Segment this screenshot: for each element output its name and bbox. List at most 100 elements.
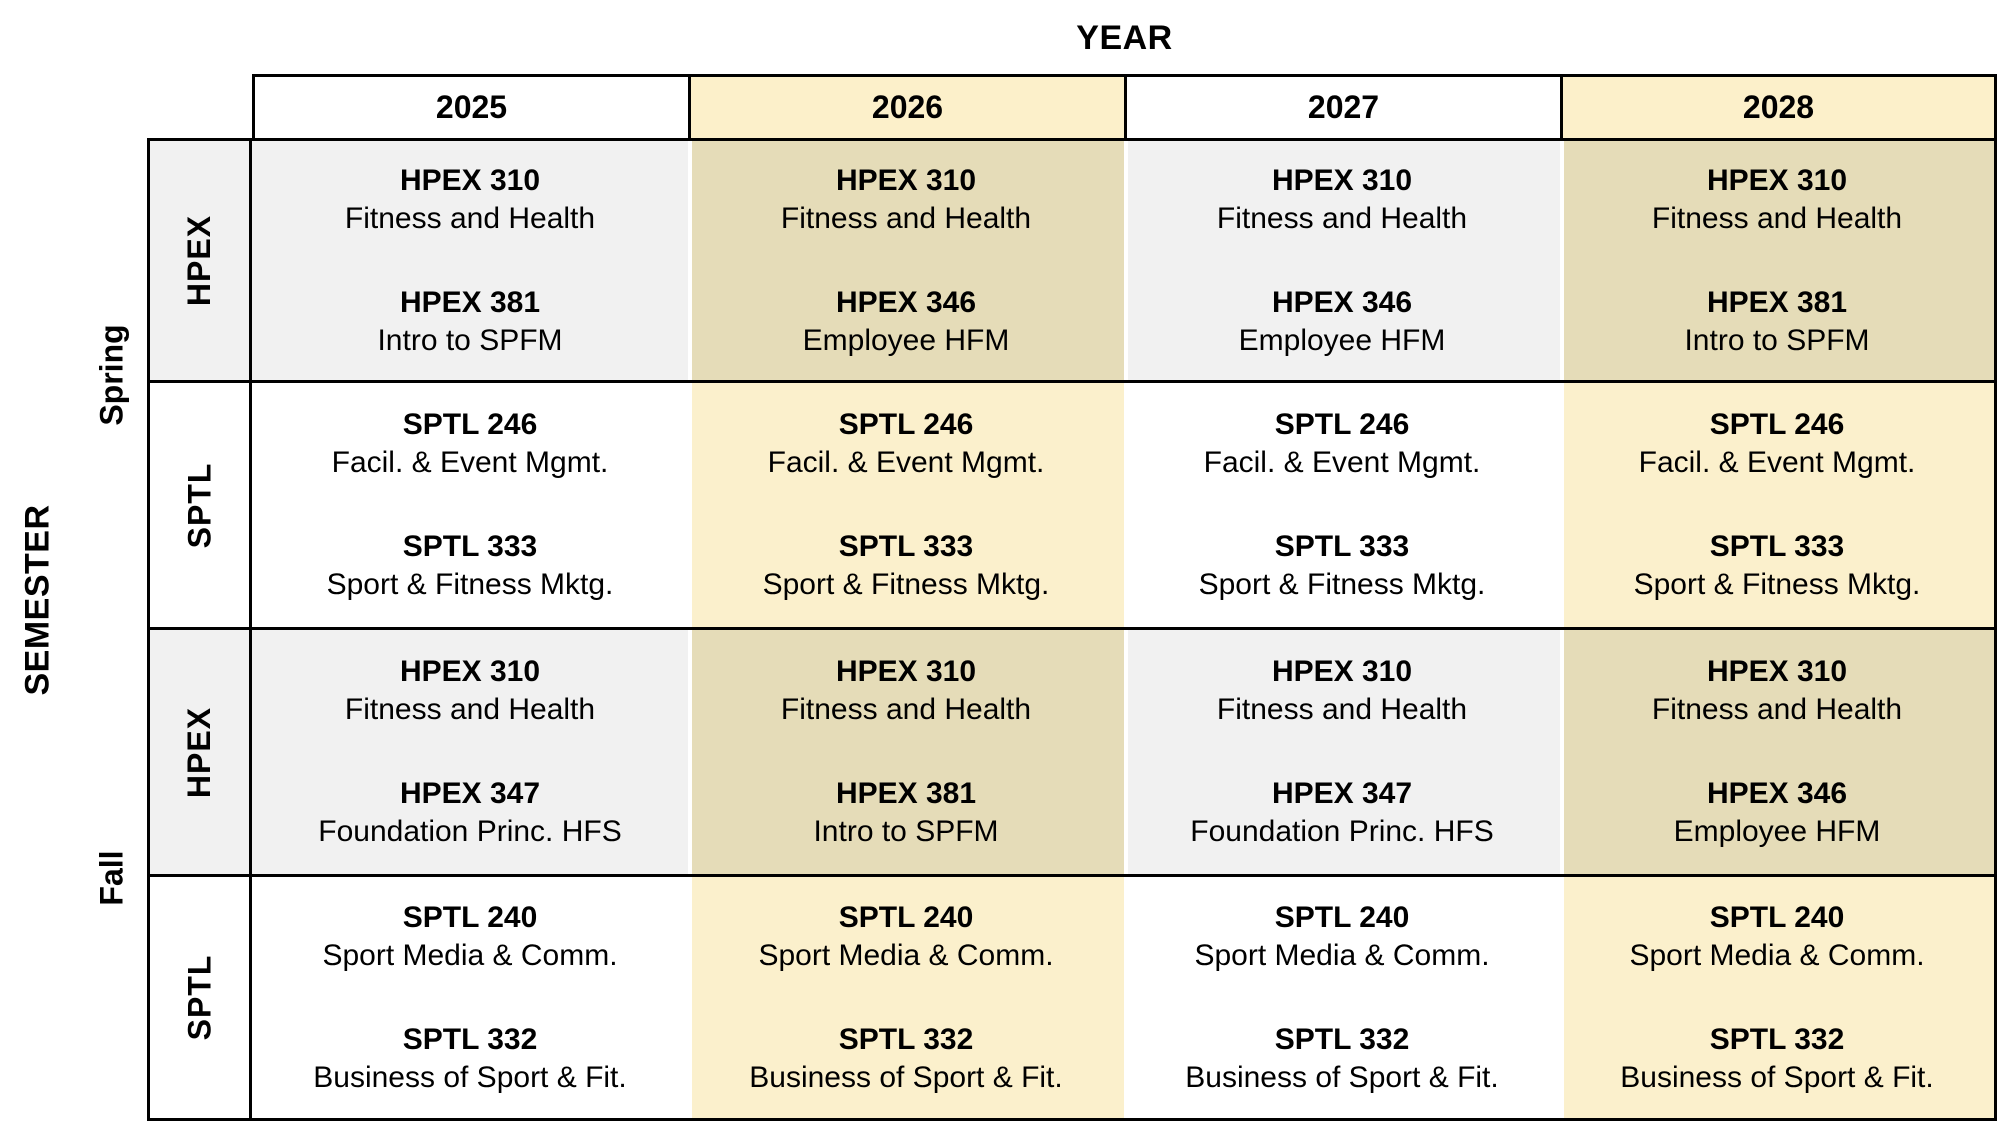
cell-spring-hpex-2025: HPEX 310 Fitness and Health HPEX 381 Int… (252, 138, 688, 383)
course-code: SPTL 333 (838, 530, 974, 563)
course-entry: SPTL 240 Sport Media & Comm. (1629, 899, 1924, 975)
course-name: Facil. & Event Mgmt. (1203, 446, 1481, 479)
row-label-hpex: HPEX (180, 706, 217, 798)
cell-fall-sptl-2025: SPTL 240 Sport Media & Comm. SPTL 332 Bu… (252, 877, 688, 1121)
course-entry: HPEX 310 Fitness and Health (1217, 653, 1467, 729)
course-name: Fitness and Health (1651, 693, 1903, 726)
course-entry: HPEX 381 Intro to SPFM (377, 284, 562, 360)
course-name: Facil. & Event Mgmt. (331, 446, 609, 479)
course-code: HPEX 381 (835, 777, 977, 810)
course-name: Fitness and Health (780, 693, 1032, 726)
cell-fall-sptl-2027: SPTL 240 Sport Media & Comm. SPTL 332 Bu… (1124, 877, 1560, 1121)
course-code: SPTL 332 (1274, 1022, 1410, 1056)
course-name: Sport Media & Comm. (322, 938, 618, 972)
course-entry: SPTL 332 Business of Sport & Fit. (1185, 1021, 1498, 1097)
cell-fall-hpex-2028: HPEX 310 Fitness and Health HPEX 346 Emp… (1560, 630, 1997, 877)
course-entry: HPEX 346 Employee HFM (803, 284, 1010, 360)
course-entry: HPEX 310 Fitness and Health (1217, 162, 1467, 238)
course-name: Business of Sport & Fit. (1620, 1060, 1934, 1094)
course-entry: SPTL 246 Facil. & Event Mgmt. (1204, 406, 1481, 482)
course-name: Business of Sport & Fit. (749, 1060, 1063, 1094)
course-code: SPTL 240 (1709, 900, 1845, 934)
cell-fall-hpex-2027: HPEX 310 Fitness and Health HPEX 347 Fou… (1124, 630, 1560, 877)
course-code: SPTL 333 (402, 530, 538, 563)
year-axis-title: YEAR (1076, 19, 1173, 57)
course-name: Foundation Princ. HFS (1190, 815, 1494, 848)
course-entry: SPTL 246 Facil. & Event Mgmt. (332, 406, 609, 482)
year-header-row: 2025 2026 2027 2028 (252, 74, 1997, 138)
course-code: SPTL 333 (1274, 530, 1410, 563)
cell-spring-sptl-2025: SPTL 246 Facil. & Event Mgmt. SPTL 333 S… (252, 383, 688, 630)
row-label-sptl: SPTL (181, 462, 217, 548)
course-name: Sport & Fitness Mktg. (1198, 568, 1486, 601)
course-entry: HPEX 381 Intro to SPFM (1684, 284, 1869, 360)
course-code: SPTL 246 (838, 408, 974, 441)
course-name: Fitness and Health (344, 693, 596, 726)
course-name: Fitness and Health (780, 201, 1032, 235)
course-name: Sport & Fitness Mktg. (762, 568, 1050, 601)
course-name: Fitness and Health (1651, 201, 1903, 235)
cell-spring-sptl-2028: SPTL 246 Facil. & Event Mgmt. SPTL 333 S… (1560, 383, 1997, 630)
year-header-2025: 2025 (252, 74, 688, 138)
row-label-sptl: SPTL (181, 954, 217, 1041)
course-entry: HPEX 310 Fitness and Health (1652, 653, 1902, 729)
cell-fall-sptl-2026: SPTL 240 Sport Media & Comm. SPTL 332 Bu… (688, 877, 1124, 1121)
course-code: SPTL 240 (402, 900, 538, 934)
course-code: SPTL 332 (838, 1022, 974, 1056)
course-entry: SPTL 246 Facil. & Event Mgmt. (768, 406, 1045, 482)
course-entry: SPTL 240 Sport Media & Comm. (1194, 899, 1489, 975)
course-entry: SPTL 332 Business of Sport & Fit. (1620, 1021, 1933, 1097)
semester-axis-title: SEMESTER (18, 504, 57, 696)
course-code: HPEX 381 (1706, 285, 1848, 319)
course-code: HPEX 310 (399, 163, 541, 197)
course-name: Facil. & Event Mgmt. (767, 446, 1045, 479)
course-code: HPEX 310 (1271, 163, 1413, 197)
course-entry: SPTL 333 Sport & Fitness Mktg. (1634, 528, 1921, 604)
course-code: HPEX 310 (835, 163, 977, 197)
semester-group-spring: Spring (93, 324, 130, 426)
course-entry: SPTL 240 Sport Media & Comm. (758, 899, 1053, 975)
course-entry: HPEX 310 Fitness and Health (781, 653, 1031, 729)
cell-spring-sptl-2027: SPTL 246 Facil. & Event Mgmt. SPTL 333 S… (1124, 383, 1560, 630)
course-entry: HPEX 347 Foundation Princ. HFS (318, 775, 621, 851)
schedule-grid: HPEX HPEX 310 Fitness and Health HPEX 38… (147, 138, 1997, 1121)
course-entry: HPEX 381 Intro to SPFM (813, 775, 998, 851)
row-label-cell-spring-sptl: SPTL (147, 383, 252, 630)
course-name: Employee HFM (1673, 815, 1881, 848)
course-code: HPEX 310 (399, 655, 541, 688)
course-name: Business of Sport & Fit. (1185, 1060, 1499, 1094)
course-code: HPEX 310 (1706, 163, 1848, 197)
course-name: Business of Sport & Fit. (313, 1060, 627, 1094)
cell-fall-hpex-2025: HPEX 310 Fitness and Health HPEX 347 Fou… (252, 630, 688, 877)
course-code: SPTL 246 (402, 408, 538, 441)
course-code: SPTL 246 (1709, 408, 1845, 441)
course-code: SPTL 333 (1709, 530, 1845, 563)
cell-fall-sptl-2028: SPTL 240 Sport Media & Comm. SPTL 332 Bu… (1560, 877, 1997, 1121)
course-code: HPEX 347 (1271, 777, 1413, 810)
course-name: Fitness and Health (1216, 693, 1468, 726)
course-name: Intro to SPFM (813, 815, 999, 848)
course-name: Employee HFM (802, 323, 1010, 357)
course-name: Intro to SPFM (377, 323, 563, 357)
course-name: Intro to SPFM (1684, 323, 1870, 357)
semester-group-fall: Fall (93, 850, 130, 906)
course-entry: SPTL 333 Sport & Fitness Mktg. (327, 528, 614, 604)
year-header-2028: 2028 (1560, 74, 1997, 138)
cell-spring-hpex-2028: HPEX 310 Fitness and Health HPEX 381 Int… (1560, 138, 1997, 383)
row-label-cell-fall-sptl: SPTL (147, 877, 252, 1121)
course-entry: SPTL 332 Business of Sport & Fit. (749, 1021, 1062, 1097)
cell-spring-sptl-2026: SPTL 246 Facil. & Event Mgmt. SPTL 333 S… (688, 383, 1124, 630)
course-entry: HPEX 310 Fitness and Health (345, 162, 595, 238)
course-entry: SPTL 246 Facil. & Event Mgmt. (1639, 406, 1916, 482)
course-code: HPEX 310 (1271, 655, 1413, 688)
course-entry: SPTL 332 Business of Sport & Fit. (313, 1021, 626, 1097)
course-code: SPTL 332 (1709, 1022, 1845, 1056)
course-code: HPEX 347 (399, 777, 541, 810)
course-code: HPEX 346 (835, 285, 977, 319)
course-name: Sport & Fitness Mktg. (1633, 568, 1921, 601)
course-name: Fitness and Health (344, 201, 596, 235)
year-header-2027: 2027 (1124, 74, 1560, 138)
course-code: HPEX 310 (1706, 655, 1848, 688)
row-label-cell-spring-hpex: HPEX (147, 138, 252, 383)
course-entry: SPTL 333 Sport & Fitness Mktg. (763, 528, 1050, 604)
